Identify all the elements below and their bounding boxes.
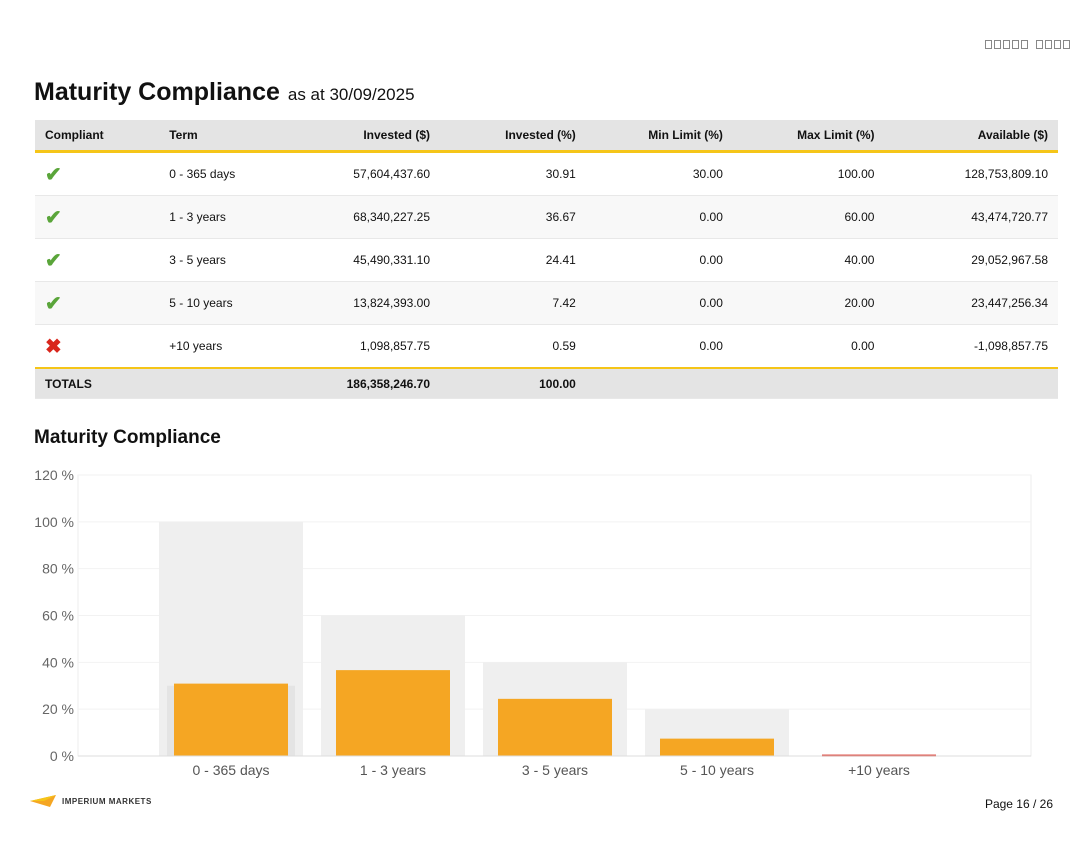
y-tick-label: 20 % [42, 701, 74, 717]
available-cell: 43,474,720.77 [884, 195, 1058, 239]
compliant-cell: ✔ [35, 195, 160, 239]
x-tick-label: 1 - 3 years [360, 762, 426, 778]
invested-cell: 1,098,857.75 [285, 324, 441, 369]
x-tick-label: 5 - 10 years [680, 762, 754, 778]
term-cell: 3 - 5 years [159, 238, 286, 282]
table-row: ✖ +10 years 1,098,857.75 0.59 0.00 0.00 -1,098… [35, 324, 1058, 369]
invested-pct-cell: 0.59 [440, 324, 586, 369]
available-cell: 23,447,256.34 [884, 281, 1058, 325]
page-number: Page 16 / 26 [984, 797, 1053, 811]
term-cell: +10 years [159, 324, 286, 369]
available-cell: -1,098,857.75 [884, 324, 1058, 369]
column-header: Min Limit (%) [585, 120, 733, 153]
max-cell: 100.00 [732, 151, 885, 196]
column-header: Available ($) [884, 120, 1058, 153]
x-tick-label: 0 - 365 days [192, 762, 269, 778]
footer-brand: IMPERIUM MARKETS [30, 795, 152, 807]
chart-title: Maturity Compliance [34, 427, 221, 448]
min-cell: 0.00 [585, 281, 733, 325]
invested-cell: 45,490,331.10 [285, 238, 441, 282]
imperium-logo-icon [30, 795, 56, 807]
invested-pct-cell: 30.91 [440, 151, 586, 196]
cross-icon: ✖ [45, 335, 62, 358]
totals-cell: 186,358,246.70 [285, 367, 441, 399]
available-cell: 128,753,809.10 [884, 151, 1058, 196]
min-cell: 0.00 [585, 324, 733, 369]
table-row: ✔ 5 - 10 years 13,824,393.00 7.42 0.00 20.00 2… [35, 281, 1058, 325]
as-at-date: as at 30/09/2025 [287, 85, 415, 104]
check-icon: ✔ [45, 292, 62, 315]
term-cell: 1 - 3 years [159, 195, 286, 239]
totals-row: TOTALS 186,358,246.70 100.00 [35, 367, 1058, 399]
max-cell: 20.00 [732, 281, 885, 325]
min-cell: 30.00 [585, 151, 733, 196]
max-cell: 40.00 [732, 238, 885, 282]
min-cell: 0.00 [585, 195, 733, 239]
min-cell: 0.00 [585, 238, 733, 282]
y-tick-label: 0 % [50, 748, 74, 764]
y-tick-label: 80 % [42, 561, 74, 577]
compliant-cell: ✔ [35, 281, 160, 325]
totals-cell: 100.00 [440, 367, 586, 399]
compliant-cell: ✖ [35, 324, 160, 369]
check-icon: ✔ [45, 249, 62, 272]
totals-cell [732, 367, 885, 399]
column-header: Term [159, 120, 286, 153]
y-tick-label: 100 % [34, 514, 74, 530]
term-cell: 0 - 365 days [159, 151, 286, 196]
title-text: Maturity Compliance [34, 78, 280, 106]
invested-bar [174, 683, 288, 756]
max-cell: 60.00 [732, 195, 885, 239]
check-icon: ✔ [45, 206, 62, 229]
x-tick-label: +10 years [848, 762, 910, 778]
maturity-table: Compliant Term Invested ($) Invested (%) Min… [35, 120, 1058, 399]
y-tick-label: 60 % [42, 608, 74, 624]
invested-bar [498, 698, 612, 756]
totals-cell: TOTALS [35, 367, 160, 399]
invested-cell: 13,824,393.00 [285, 281, 441, 325]
compliant-cell: ✔ [35, 238, 160, 282]
totals-cell [884, 367, 1058, 399]
y-tick-label: 120 % [34, 467, 74, 483]
invested-pct-cell: 7.42 [440, 281, 586, 325]
maturity-chart: 0 % 20 % 40 % 60 % 80 % 100 % 120 % 0 - 365 day… [34, 467, 1032, 778]
table-row: ✔ 3 - 5 years 45,490,331.10 24.41 0.00 40.00 2… [35, 238, 1058, 282]
table-row: ✔ 0 - 365 days 57,604,437.60 30.91 30.00 100.… [35, 151, 1058, 196]
invested-cell: 57,604,437.60 [285, 151, 441, 196]
compliant-cell: ✔ [35, 151, 160, 196]
totals-cell [159, 367, 286, 399]
available-cell: 29,052,967.58 [884, 238, 1058, 282]
invested-pct-cell: 24.41 [440, 238, 586, 282]
column-header: Invested ($) [285, 120, 441, 153]
invested-cell: 68,340,227.25 [285, 195, 441, 239]
column-header: Invested (%) [440, 120, 586, 153]
check-icon: ✔ [45, 163, 62, 186]
invested-bar [336, 670, 450, 756]
x-tick-label: 3 - 5 years [522, 762, 588, 778]
company-logo [985, 40, 1070, 49]
invested-bar [660, 738, 774, 756]
table-row: ✔ 1 - 3 years 68,340,227.25 36.67 0.00 60.00 4… [35, 195, 1058, 239]
column-header: Max Limit (%) [732, 120, 885, 153]
totals-cell [585, 367, 733, 399]
brand-name: IMPERIUM MARKETS [62, 796, 152, 806]
invested-pct-cell: 36.67 [440, 195, 586, 239]
y-tick-label: 40 % [42, 654, 74, 670]
column-header: Compliant [35, 120, 160, 153]
page-title: Maturity Compliance as at 30/09/2025 [34, 78, 415, 107]
term-cell: 5 - 10 years [159, 281, 286, 325]
max-cell: 0.00 [732, 324, 885, 369]
